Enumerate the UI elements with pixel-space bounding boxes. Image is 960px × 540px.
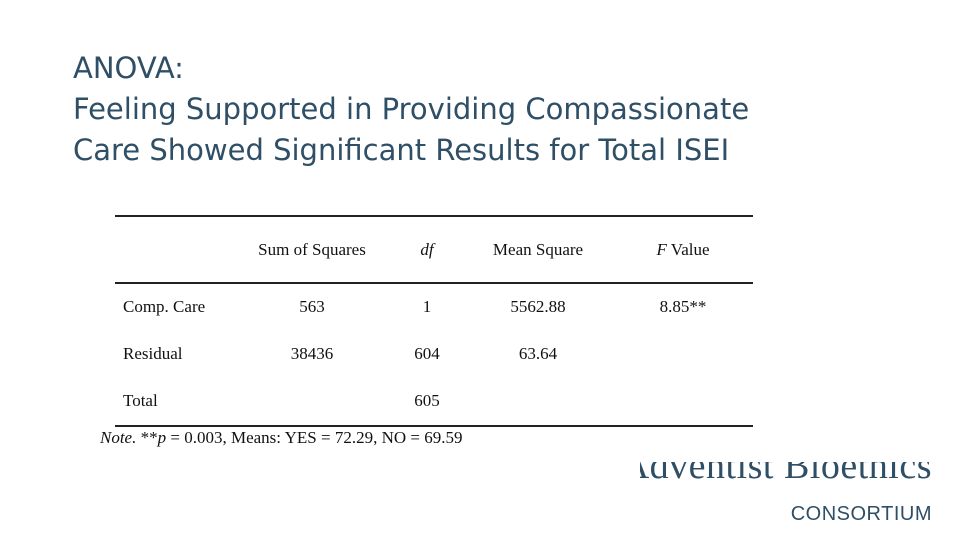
note-label: Note. — [100, 428, 137, 447]
logo-name-text: Adventist Bioethics — [640, 462, 932, 487]
row-label-comp-care: Comp. Care — [123, 297, 206, 317]
header-f-rest: Value — [666, 239, 710, 259]
logo-consortium-text: CONSORTIUM — [790, 503, 932, 525]
title-line-1: ANOVA: — [73, 51, 184, 85]
cell-ss: 563 — [299, 297, 325, 317]
anova-table: Sum of Squares df Mean Square F Value Co… — [115, 215, 753, 427]
table-body: Comp. Care 563 1 5562.88 8.85** Residual… — [115, 283, 753, 426]
note-stars: ** — [136, 428, 158, 447]
cell-df: 1 — [422, 297, 432, 317]
table-row: Comp. Care 563 1 5562.88 8.85** — [115, 283, 753, 331]
cell-df: 604 — [414, 344, 440, 364]
header-sum-of-squares: Sum of Squares — [258, 239, 366, 259]
header-mean-square: Mean Square — [492, 239, 584, 259]
cell-f: 8.85** — [659, 297, 707, 317]
row-label-residual: Residual — [123, 344, 183, 364]
header-f-letter: F — [656, 239, 667, 259]
slide-title: ANOVA: Feeling Supported in Providing Co… — [73, 48, 893, 171]
header-f-value: F Value — [613, 216, 753, 283]
note-text: = 0.003, Means: YES = 72.29, NO = 69.59 — [166, 428, 463, 447]
cell-f — [613, 378, 753, 426]
cell-ms: 5562.88 — [510, 297, 566, 317]
cell-df: 605 — [414, 391, 440, 411]
cell-ss — [233, 378, 391, 426]
consortium-logo: Adventist Bioethics CONSORTIUM — [640, 462, 950, 532]
header-df: df — [420, 239, 434, 259]
title-line-3: Care Showed Significant Results for Tota… — [73, 133, 730, 167]
note-p-letter: p — [157, 428, 167, 447]
header-empty — [115, 216, 233, 283]
cell-ss: 38436 — [290, 344, 334, 364]
cell-ms: 63.64 — [518, 344, 558, 364]
table-row: Residual 38436 604 63.64 — [115, 331, 753, 379]
header-row: Sum of Squares df Mean Square F Value — [115, 216, 753, 283]
row-label-total: Total — [123, 391, 158, 411]
title-line-2: Feeling Supported in Providing Compassio… — [73, 92, 750, 126]
table-note: Note. **p = 0.003, Means: YES = 72.29, N… — [100, 428, 462, 448]
table-row: Total 605 — [115, 378, 753, 426]
table-header: Sum of Squares df Mean Square F Value — [115, 216, 753, 283]
cell-f — [613, 331, 753, 379]
cell-ms — [463, 378, 613, 426]
